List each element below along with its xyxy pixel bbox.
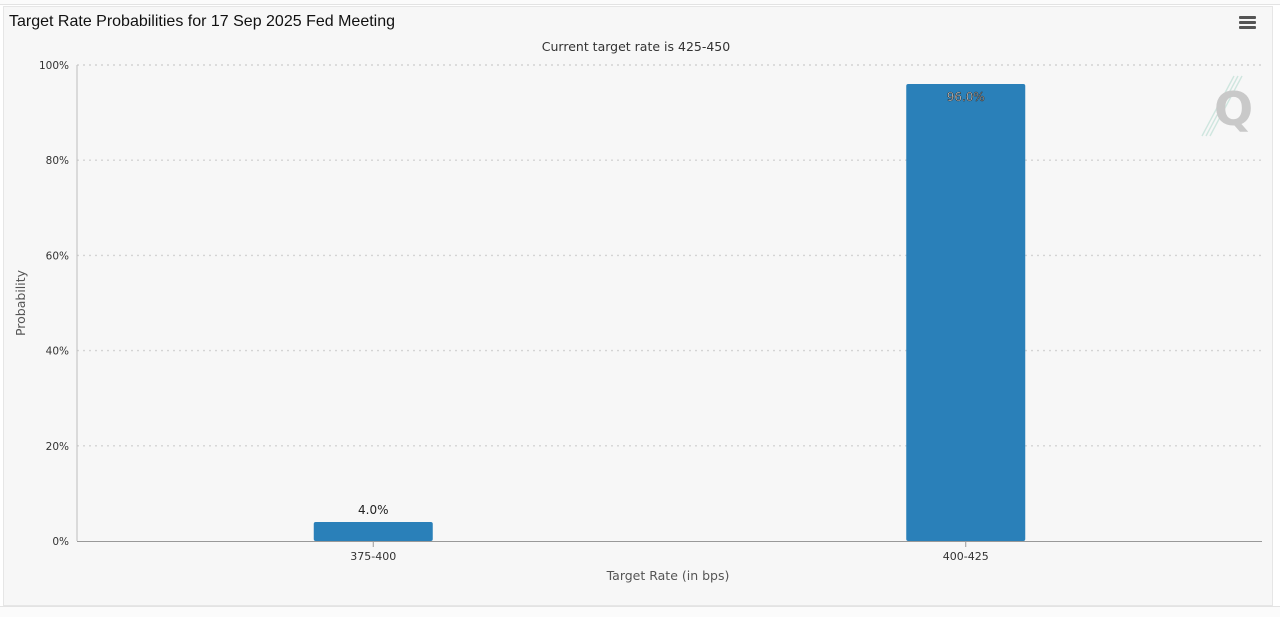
bottom-strip (0, 606, 1280, 617)
x-tick-label: 400-425 (943, 550, 989, 563)
logo-letter: Q (1214, 82, 1253, 136)
y-tick-label: 60% (46, 250, 69, 262)
bars (313, 84, 1026, 541)
y-tick-label: 80% (46, 155, 69, 167)
axes: 0% 20% 40% 60% 80% 100% 375-400 400-425 (39, 60, 1262, 563)
bar-400-425 (906, 84, 1026, 541)
y-tick-label: 40% (46, 346, 69, 358)
bar-data-label: 4.0% (358, 503, 389, 517)
menu-line (1239, 21, 1256, 24)
logo-streak (1205, 75, 1239, 137)
menu-line (1239, 26, 1256, 29)
top-tab-strip (0, 0, 1280, 5)
x-tick-label: 375-400 (350, 550, 396, 563)
data-labels: 4.0% 96.0% (358, 90, 985, 517)
chart-title: Target Rate Probabilities for 17 Sep 202… (9, 13, 396, 30)
quikstrike-q-logo-icon: Q (1201, 75, 1253, 137)
y-tick-label: 100% (39, 60, 69, 72)
gridlines (77, 64, 1262, 447)
bar-375-400 (313, 521, 433, 541)
menu-line (1239, 16, 1256, 19)
chart-subtitle: Current target rate is 425-450 (542, 39, 730, 54)
y-axis-title: Probability (13, 269, 28, 336)
logo-streak (1209, 75, 1243, 137)
logo-streak (1201, 75, 1235, 137)
bar-data-label: 96.0% (947, 90, 985, 104)
chart-panel (3, 6, 1273, 606)
x-axis-title: Target Rate (in bps) (606, 568, 730, 583)
y-tick-label: 20% (46, 441, 69, 453)
hamburger-menu-icon[interactable] (1239, 16, 1259, 36)
y-tick-label: 0% (52, 536, 69, 548)
